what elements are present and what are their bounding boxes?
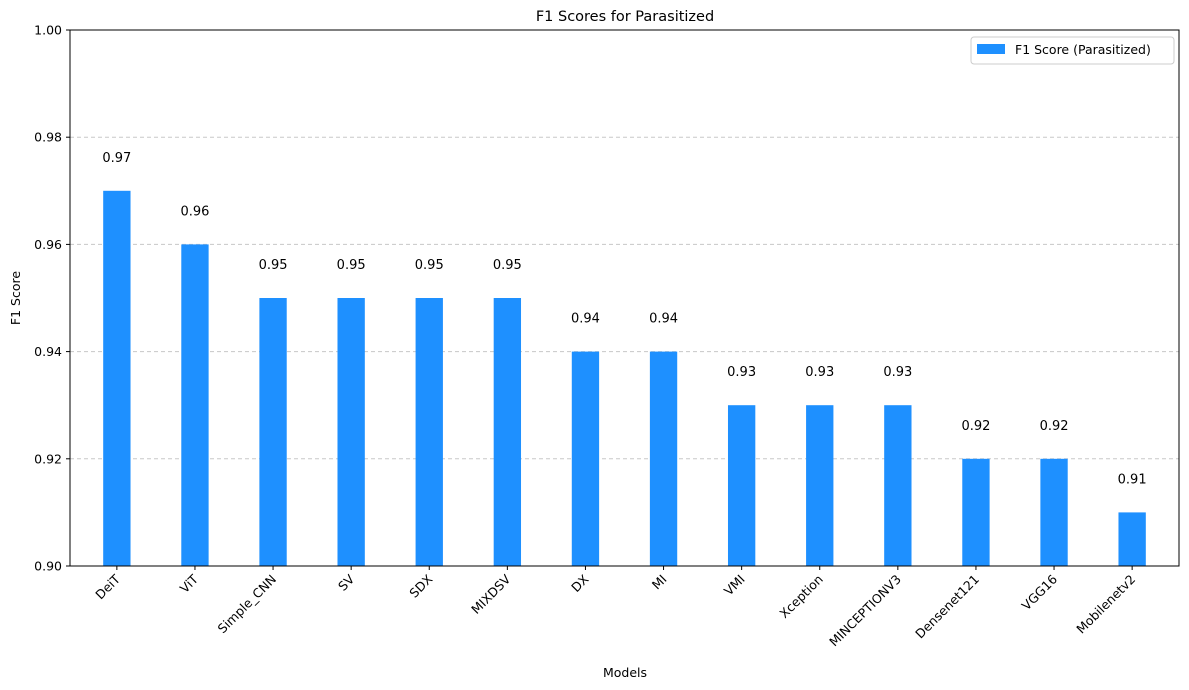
y-axis-label: F1 Score xyxy=(8,271,23,325)
bar xyxy=(1040,458,1068,566)
bar xyxy=(493,298,522,566)
bar xyxy=(806,405,834,566)
x-tick-label: MINCEPTIONV3 xyxy=(826,572,904,650)
bar xyxy=(103,190,131,567)
legend: F1 Score (Parasitized) xyxy=(970,36,1175,65)
x-tick-label: Xception xyxy=(776,572,826,622)
x-tick-label: VGG16 xyxy=(1019,571,1061,613)
data-label: 0.91 xyxy=(1118,472,1147,487)
y-axis: 0.90 0.92 0.94 0.96 0.98 1.00 xyxy=(34,23,70,574)
data-label: 0.93 xyxy=(883,365,912,380)
x-tick-label: MI xyxy=(649,572,670,593)
bar xyxy=(1118,512,1146,566)
x-tick-label: Simple_CNN xyxy=(215,572,280,637)
data-labels: 0.97 0.96 0.95 0.95 0.95 0.95 0.94 0.94 0.93 0.93… xyxy=(102,151,1146,488)
data-label: 0.96 xyxy=(180,204,209,219)
legend-swatch xyxy=(977,44,1005,54)
x-tick-label: Mobilenetv2 xyxy=(1073,572,1138,637)
bars xyxy=(103,190,1146,567)
bar xyxy=(415,298,443,566)
data-label: 0.94 xyxy=(571,312,600,327)
bar xyxy=(962,458,990,566)
bar xyxy=(337,298,365,566)
legend-box xyxy=(970,36,1175,65)
bar xyxy=(259,298,287,566)
y-tick-label: 0.94 xyxy=(34,344,62,359)
data-label: 0.95 xyxy=(415,258,444,273)
x-tick-label: ViT xyxy=(177,571,202,596)
x-tick-label: Densenet121 xyxy=(912,572,982,642)
x-tick-label: VMI xyxy=(721,572,748,599)
y-tick-label: 0.92 xyxy=(34,451,62,466)
data-label: 0.97 xyxy=(102,151,131,166)
x-tick-label: DeiT xyxy=(92,571,123,602)
data-label: 0.94 xyxy=(649,312,678,327)
chart-title: F1 Scores for Parasitized xyxy=(536,9,714,25)
y-tick-label: 0.96 xyxy=(34,237,62,252)
grid-lines xyxy=(70,136,1179,460)
x-tick-label: SDX xyxy=(406,571,435,600)
bar xyxy=(181,244,209,566)
x-axis-label: Models xyxy=(603,665,647,680)
x-tick-label: DX xyxy=(568,571,592,595)
bar xyxy=(884,405,912,566)
y-tick-label: 0.90 xyxy=(34,559,62,574)
x-axis: DeiT ViT Simple_CNN SV SDX MIXDSV DX MI VMI Xcept… xyxy=(92,566,1138,649)
bar xyxy=(649,351,678,566)
legend-label: F1 Score (Parasitized) xyxy=(1015,42,1151,57)
x-tick-label: MIXDSV xyxy=(468,571,514,617)
data-label: 0.95 xyxy=(259,258,288,273)
x-tick-label: SV xyxy=(335,571,358,594)
data-label: 0.95 xyxy=(337,258,366,273)
data-label: 0.93 xyxy=(805,365,834,380)
bar xyxy=(571,351,600,566)
plot-frame xyxy=(69,29,1180,567)
data-label: 0.92 xyxy=(1040,419,1069,434)
y-tick-label: 0.98 xyxy=(34,130,62,145)
bar xyxy=(727,405,756,566)
data-label: 0.95 xyxy=(493,258,522,273)
y-tick-label: 1.00 xyxy=(34,23,62,38)
data-label: 0.92 xyxy=(961,419,990,434)
data-label: 0.93 xyxy=(727,365,756,380)
